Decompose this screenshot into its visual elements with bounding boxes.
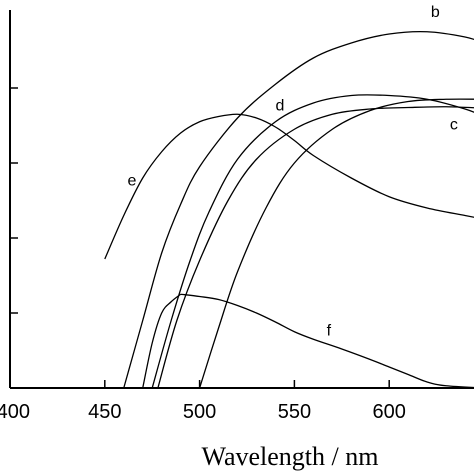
curve-c [151, 94, 474, 389]
curve-f [180, 293, 474, 389]
curve-label-e: e [128, 173, 137, 190]
curves [104, 30, 474, 389]
curve-label-c: c [450, 116, 458, 133]
plot-frame [9, 10, 474, 389]
curve-label-b: b [431, 4, 440, 21]
x-tick-label-400: -400 [0, 401, 30, 423]
y-ticks [10, 87, 18, 314]
curve-labels: b c d e f [128, 4, 458, 340]
x-tick-label-450: 450 [88, 401, 121, 423]
curve-h [198, 98, 474, 389]
curve-label-f: f [327, 323, 332, 340]
x-ticks: -4004505005506006 [0, 380, 406, 423]
x-axis-title: Wavelength / nm [202, 442, 379, 471]
curve-b [123, 30, 474, 389]
curve-label-d: d [275, 98, 284, 115]
curve-g [142, 293, 182, 389]
x-tick-label-500: 500 [183, 401, 216, 423]
x-tick-label-550: 550 [278, 401, 311, 423]
curve-e [104, 113, 474, 260]
x-tick-label-600: 600 [373, 401, 406, 423]
curve-d [157, 106, 474, 389]
